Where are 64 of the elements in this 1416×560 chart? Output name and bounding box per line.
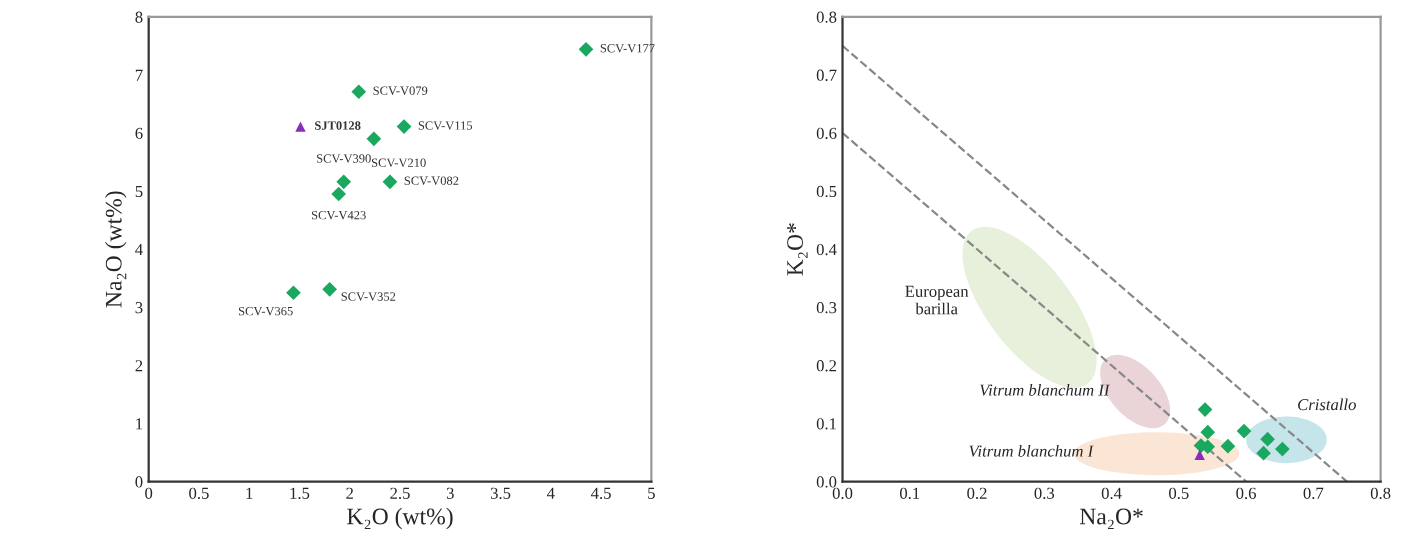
y-tick-label: 0.3 bbox=[816, 302, 837, 314]
point bbox=[295, 121, 306, 132]
x-tick-label: 0 bbox=[145, 487, 153, 499]
y-axis-title: K₂O* bbox=[787, 223, 808, 276]
point bbox=[1260, 431, 1275, 447]
point bbox=[286, 285, 301, 301]
x-tick-label: 1.5 bbox=[290, 487, 310, 499]
point bbox=[1220, 438, 1236, 454]
x-tick-label: 3.5 bbox=[490, 487, 511, 499]
x-tick-label: 0.2 bbox=[967, 487, 987, 499]
point bbox=[1197, 402, 1213, 417]
y-tick-label: 8 bbox=[135, 11, 143, 23]
point bbox=[382, 174, 398, 190]
x-tick-label: 0.8 bbox=[1370, 487, 1391, 499]
x-tick-label: 0.3 bbox=[1034, 487, 1055, 499]
y-tick-label: 0.7 bbox=[816, 69, 837, 81]
point bbox=[366, 131, 382, 147]
annotation: European barilla bbox=[905, 285, 969, 315]
y-tick-label: 1 bbox=[136, 418, 143, 430]
x-tick-label: 0.1 bbox=[900, 487, 920, 499]
y-tick-label: 0 bbox=[135, 476, 143, 488]
annotation: Cristallo bbox=[1298, 398, 1356, 411]
y-tick-label: 2 bbox=[135, 360, 143, 372]
x-tick-label: 2.5 bbox=[390, 487, 410, 499]
x-tick-label: 4 bbox=[546, 487, 555, 499]
point bbox=[1200, 424, 1216, 440]
point bbox=[1256, 445, 1271, 461]
x-tick-label: 0.6 bbox=[1236, 487, 1256, 499]
point bbox=[1275, 441, 1290, 457]
y-tick-label: 6 bbox=[135, 127, 143, 139]
y-tick-label: 0.0 bbox=[816, 476, 837, 488]
x-tick-label: 4.5 bbox=[591, 487, 611, 499]
point bbox=[336, 174, 352, 190]
y-tick-label: 7 bbox=[135, 69, 143, 81]
y-tick-label: 4 bbox=[135, 244, 143, 255]
point bbox=[578, 41, 594, 57]
y-tick-label: 0.1 bbox=[816, 418, 836, 430]
x-tick-label: 5 bbox=[648, 487, 655, 499]
point bbox=[351, 84, 367, 100]
y-tick-label: 0.6 bbox=[816, 127, 837, 140]
point bbox=[331, 186, 347, 202]
annotation: Vitrum blanchum II bbox=[980, 383, 1111, 396]
x-tick-label: 1 bbox=[246, 487, 253, 499]
x-axis-title: Na₂O* bbox=[1079, 508, 1143, 530]
y-tick-label: 3 bbox=[135, 302, 143, 314]
point bbox=[396, 119, 412, 134]
y-axis-title: Na₂O (wt%) bbox=[105, 191, 127, 308]
y-tick-label: 0.5 bbox=[816, 185, 837, 198]
x-axis-title: K₂O (wt%) bbox=[347, 507, 453, 530]
x-tick-label: 0.7 bbox=[1303, 487, 1324, 499]
x-tick-label: 0.5 bbox=[189, 487, 209, 499]
point bbox=[1194, 449, 1205, 461]
y-tick-label: 0.8 bbox=[816, 11, 837, 23]
y-tick-label: 0.4 bbox=[816, 243, 837, 256]
annotation: Vitrum blanchum I bbox=[969, 444, 1094, 457]
x-tick-label: 0.4 bbox=[1101, 487, 1122, 499]
x-tick-label: 2 bbox=[346, 487, 353, 499]
x-tick-label: 3 bbox=[446, 487, 454, 499]
y-tick-label: 0.2 bbox=[816, 360, 837, 372]
x-tick-label: 0.5 bbox=[1169, 487, 1189, 499]
point bbox=[1236, 423, 1252, 439]
point bbox=[322, 281, 337, 297]
y-tick-label: 5 bbox=[135, 185, 143, 198]
x-tick-label: 0.0 bbox=[832, 487, 853, 499]
